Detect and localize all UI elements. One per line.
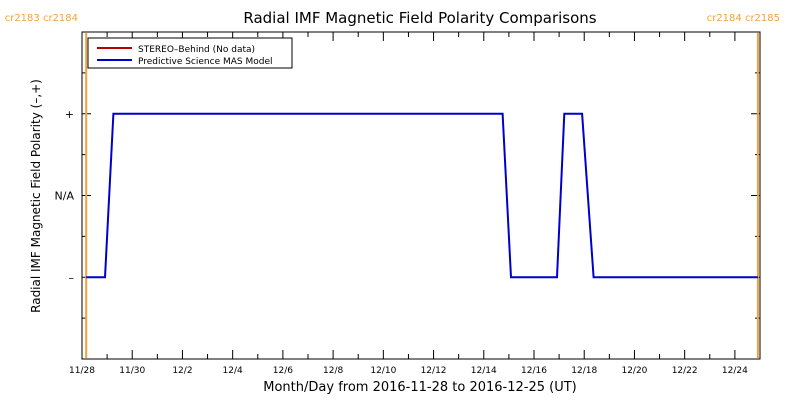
- x-tick-label: 12/2: [172, 366, 192, 376]
- x-tick-label: 12/6: [273, 366, 293, 376]
- series-line-mas-model: [86, 112, 758, 279]
- y-axis-label: Radial IMF Magnetic Field Polarity (–,+): [29, 79, 43, 313]
- data-series: [86, 112, 758, 279]
- legend: STEREO–Behind (No data) Predictive Scien…: [87, 37, 293, 69]
- carrington-rotation-markers: [85, 33, 759, 358]
- x-tick-label: 12/18: [571, 366, 597, 376]
- legend-box: [87, 37, 293, 69]
- x-tick-label: 12/20: [621, 366, 647, 376]
- x-tick-label: 11/30: [119, 366, 145, 376]
- legend-label-stereo-behind: STEREO–Behind (No data): [138, 45, 255, 55]
- x-tick-label: 12/12: [421, 366, 447, 376]
- y-tick-label: –: [69, 271, 75, 284]
- plot-frame: [81, 31, 761, 360]
- x-tick-label: 12/16: [521, 366, 547, 376]
- x-tick-label: 12/4: [223, 366, 243, 376]
- y-tick-label: N/A: [55, 190, 75, 203]
- x-axis-label: Month/Day from 2016-11-28 to 2016-12-25 …: [263, 380, 576, 395]
- x-tick-label: 12/22: [672, 366, 698, 376]
- carrington-rotation-label-left: cr2183 cr2184: [5, 13, 78, 24]
- x-tick-label: 12/24: [722, 366, 748, 376]
- y-tick-label: +: [65, 108, 74, 121]
- x-tick-label: 12/8: [323, 366, 343, 376]
- x-tick-label: 12/14: [471, 366, 497, 376]
- chart-title: Radial IMF Magnetic Field Polarity Compa…: [243, 9, 596, 27]
- tick-labels: 11/28 11/30 12/2 12/4 12/6 12/8 12/10 12/12 12/1…: [55, 108, 749, 376]
- legend-label-mas-model: Predictive Science MAS Model: [138, 57, 273, 67]
- x-tick-label: 11/28: [69, 366, 95, 376]
- x-tick-label: 12/10: [370, 366, 396, 376]
- carrington-rotation-label-right: cr2184 cr2185: [707, 13, 780, 24]
